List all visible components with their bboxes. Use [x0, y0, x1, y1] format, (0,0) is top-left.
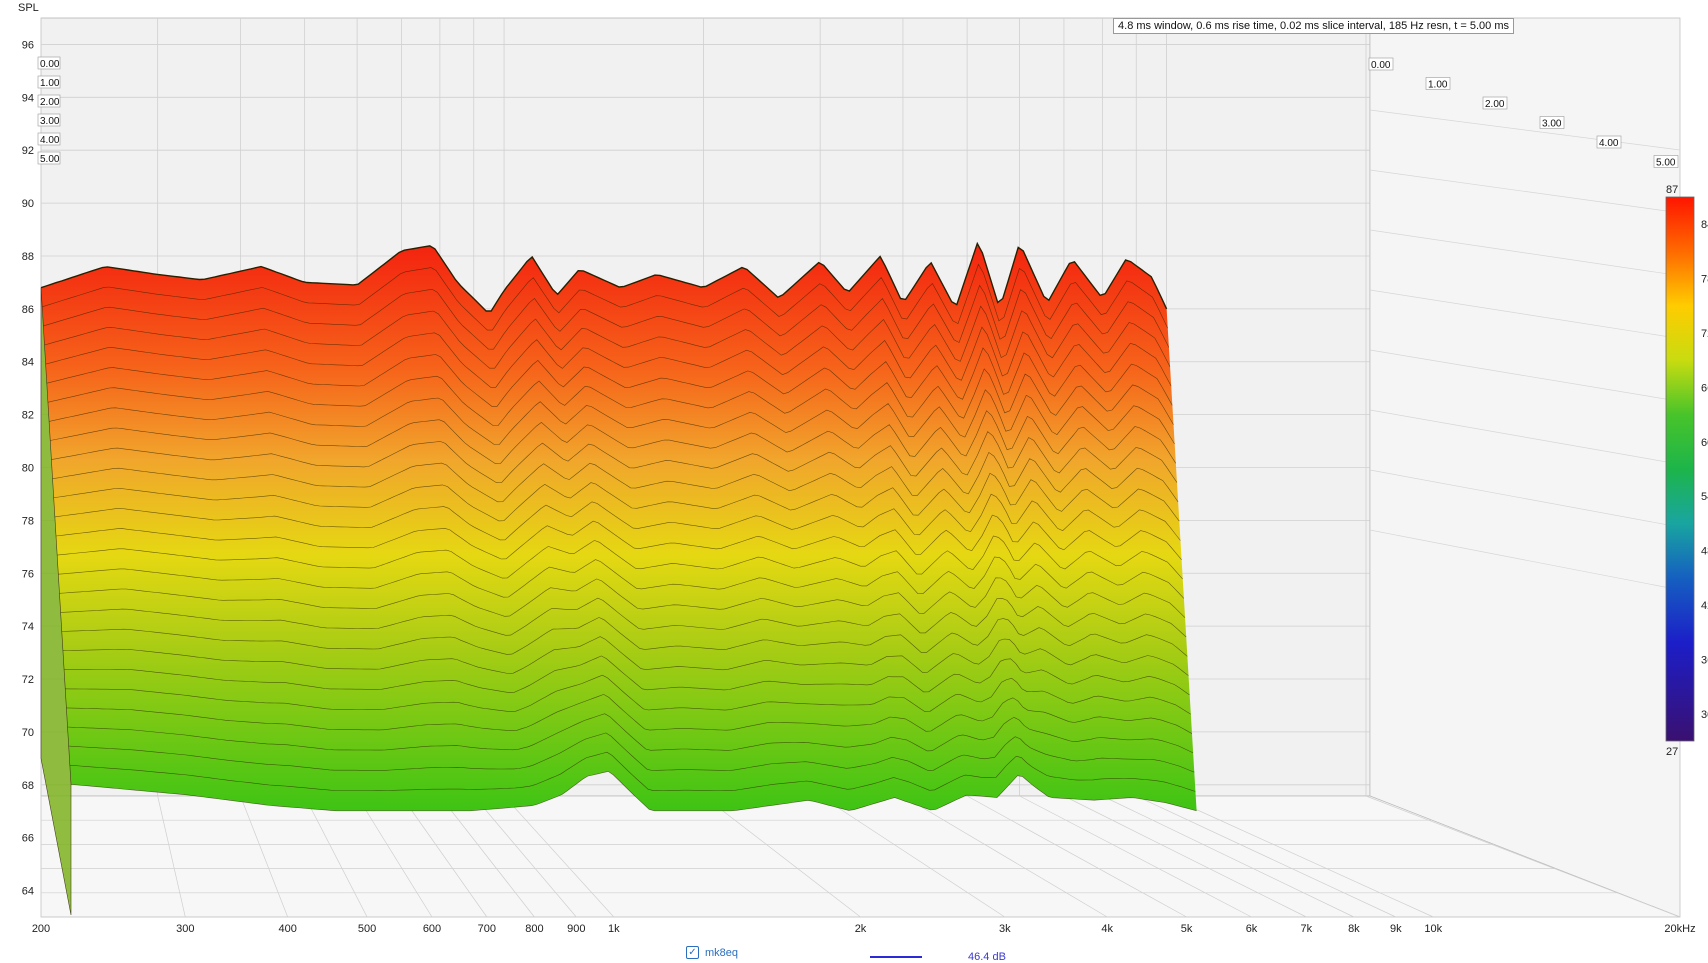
colorbar-tick: 87 — [1666, 184, 1678, 196]
x-tick-label: 800 — [525, 923, 543, 935]
time-tick-left: 3.00 — [37, 113, 61, 127]
x-tick-label: 5k — [1181, 923, 1193, 935]
time-axis-ticks: 0.00 0.00 1.00 1.00 2.00 2.00 3.00 3.00 4.00 4.00… — [37, 56, 1679, 169]
svg-text:4.00: 4.00 — [1599, 138, 1619, 149]
y-axis-label: SPL — [18, 2, 39, 14]
colorbar-tick: 36 — [1701, 654, 1708, 666]
y-tick-label: 90 — [22, 198, 34, 210]
legend-line-swatch — [870, 956, 922, 958]
x-tick-label: 8k — [1348, 923, 1360, 935]
svg-text:2.00: 2.00 — [1485, 99, 1505, 110]
floor-grid — [40, 795, 1681, 918]
svg-text:2.00: 2.00 — [40, 97, 60, 108]
colorbar-tick: 48 — [1701, 546, 1708, 558]
y-tick-label: 74 — [22, 621, 34, 633]
x-tick-label: 4k — [1101, 923, 1113, 935]
x-tick-label: 2k — [855, 923, 867, 935]
svg-text:5.00: 5.00 — [1656, 158, 1676, 169]
time-tick-right: 4.00 — [1596, 135, 1622, 149]
waterfall-surface — [40, 241, 1197, 916]
time-tick-right: 5.00 — [1653, 155, 1679, 169]
legend-checkbox[interactable]: ✓ — [686, 946, 699, 959]
x-tick-label: 3k — [999, 923, 1011, 935]
time-tick-left: 4.00 — [37, 132, 61, 146]
y-tick-label: 66 — [22, 833, 34, 845]
colorbar-tick: 78 — [1701, 274, 1708, 286]
y-tick-label: 64 — [22, 886, 34, 898]
x-tick-label: 9k — [1390, 923, 1402, 935]
x-tick-label: 400 — [279, 923, 297, 935]
analysis-annotation: 4.8 ms window, 0.6 ms rise time, 0.02 ms… — [1113, 18, 1514, 34]
x-tick-label: 600 — [423, 923, 441, 935]
time-tick-left: 5.00 — [37, 151, 61, 165]
colorbar-tick: 42 — [1701, 600, 1708, 612]
y-tick-label: 70 — [22, 727, 34, 739]
svg-text:5.00: 5.00 — [40, 154, 60, 165]
svg-text:4.00: 4.00 — [40, 135, 60, 146]
y-tick-label: 84 — [22, 357, 34, 369]
colorbar-tick: 54 — [1701, 491, 1708, 503]
y-axis-ticks: 64 66 68 70 72 74 76 78 80 82 84 86 88 90 92 94 96 — [22, 39, 34, 897]
time-tick-left: 1.00 — [37, 75, 61, 89]
legend-value: 46.4 dB — [968, 951, 1006, 963]
x-tick-label: 7k — [1301, 923, 1313, 935]
svg-text:0.00: 0.00 — [40, 59, 60, 70]
time-tick-right: 3.00 — [1539, 116, 1565, 130]
y-tick-label: 94 — [22, 92, 34, 104]
x-tick-label: 6k — [1246, 923, 1258, 935]
colorbar-tick: 66 — [1701, 382, 1708, 394]
legend-name[interactable]: mk8eq — [705, 946, 739, 959]
y-tick-label: 80 — [22, 463, 34, 475]
y-tick-label: 68 — [22, 780, 34, 792]
time-tick-left: 2.00 — [37, 94, 61, 108]
y-tick-label: 82 — [22, 410, 34, 422]
time-tick-right: 2.00 — [1482, 96, 1508, 110]
x-tick-label: 20kHz — [1664, 923, 1695, 935]
svg-text:3.00: 3.00 — [1542, 119, 1562, 130]
colorbar-tick: 84 — [1701, 219, 1708, 231]
y-tick-label: 76 — [22, 568, 34, 580]
colorbar: 87 84 78 72 66 60 54 48 42 36 30 27 — [1665, 184, 1708, 758]
time-tick-left: 0.00 — [37, 56, 61, 70]
svg-text:1.00: 1.00 — [40, 78, 60, 89]
y-tick-label: 92 — [22, 145, 34, 157]
svg-text:1.00: 1.00 — [1428, 80, 1448, 91]
x-tick-label: 10k — [1424, 923, 1442, 935]
x-tick-label: 200 — [32, 923, 50, 935]
y-tick-label: 86 — [22, 304, 34, 316]
svg-text:3.00: 3.00 — [40, 116, 60, 127]
colorbar-tick: 72 — [1701, 328, 1708, 340]
time-tick-right: 0.00 — [1368, 57, 1394, 71]
x-axis-ticks: 200 300 400 500 600 700 800 900 1k 2k 3k 4k 5k 6k 7k 8k… — [32, 923, 1696, 935]
x-tick-label: 700 — [478, 923, 496, 935]
legend[interactable]: ✓ mk8eq — [686, 946, 738, 959]
x-tick-label: 1k — [608, 923, 620, 935]
svg-text:0.00: 0.00 — [1371, 60, 1391, 71]
y-tick-label: 72 — [22, 674, 34, 686]
y-tick-label: 78 — [22, 515, 34, 527]
x-tick-label: 500 — [358, 923, 376, 935]
y-tick-label: 88 — [22, 251, 34, 263]
time-tick-right: 1.00 — [1425, 77, 1451, 91]
x-tick-label: 900 — [567, 923, 585, 935]
x-tick-label: 300 — [176, 923, 194, 935]
y-tick-label: 96 — [22, 39, 34, 51]
colorbar-tick: 27 — [1666, 746, 1678, 758]
colorbar-tick: 60 — [1701, 437, 1708, 449]
colorbar-scale — [1665, 196, 1695, 742]
colorbar-tick: 30 — [1701, 709, 1708, 721]
